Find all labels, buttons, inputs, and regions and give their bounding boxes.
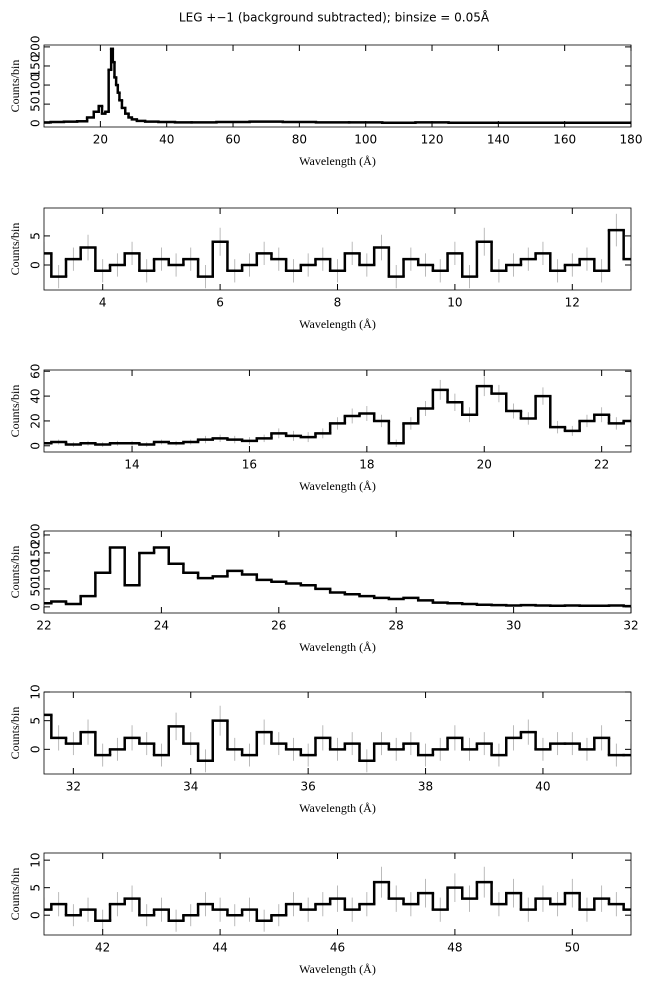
x-tick-label: 48 — [447, 941, 462, 955]
x-tick-label: 30 — [506, 619, 521, 633]
y-tick-label: 0 — [29, 119, 43, 127]
plot-frame — [43, 369, 632, 453]
x-tick-label: 22 — [36, 619, 51, 633]
y-tick-label: 0 — [29, 746, 43, 754]
plot-frame — [43, 44, 632, 128]
x-tick-label: 140 — [487, 133, 510, 147]
x-tick-label: 16 — [242, 458, 257, 472]
x-tick-label: 32 — [66, 780, 81, 794]
x-tick-label: 80 — [292, 133, 307, 147]
x-tick-label: 20 — [93, 133, 108, 147]
plot-area — [44, 213, 631, 289]
y-tick-label: 60 — [29, 364, 43, 379]
y-tick-label: 100 — [29, 559, 43, 582]
x-tick-label: 14 — [124, 458, 139, 472]
y-tick-label: 10 — [29, 853, 43, 868]
y-tick-label: 0 — [29, 442, 43, 450]
x-axis-label: Wavelength (Å) — [299, 962, 376, 976]
y-tick-label: 100 — [29, 74, 43, 97]
x-tick-label: 50 — [565, 941, 580, 955]
plot-frame — [43, 530, 632, 614]
x-tick-label: 160 — [553, 133, 576, 147]
plot-frame — [43, 691, 632, 775]
x-tick-label: 34 — [183, 780, 198, 794]
y-tick-label: 20 — [29, 413, 43, 428]
y-tick-label: 200 — [29, 524, 43, 547]
x-axis-label: Wavelength (Å) — [299, 640, 376, 654]
plot-area — [44, 47, 631, 125]
x-tick-label: 46 — [330, 941, 345, 955]
y-tick-label: 40 — [29, 388, 43, 403]
x-tick-label: 44 — [212, 941, 227, 955]
x-tick-label: 60 — [225, 133, 240, 147]
x-tick-label: 120 — [421, 133, 444, 147]
x-tick-label: 42 — [95, 941, 110, 955]
y-tick-label: 0 — [29, 603, 43, 611]
y-axis-label: Counts/bin — [8, 868, 22, 921]
x-axis-label: Wavelength (Å) — [299, 479, 376, 493]
x-tick-label: 18 — [359, 458, 374, 472]
y-tick-label: 50 — [29, 96, 43, 111]
y-tick-label: 200 — [29, 35, 43, 58]
x-tick-label: 100 — [354, 133, 377, 147]
plot-area — [44, 546, 631, 608]
y-tick-label: 150 — [29, 55, 43, 78]
x-tick-label: 32 — [623, 619, 638, 633]
x-tick-label: 24 — [154, 619, 169, 633]
y-axis-label: Counts/bin — [8, 385, 22, 438]
chart-title: LEG +−1 (background subtracted); binsize… — [179, 10, 490, 25]
plot-area — [44, 376, 631, 448]
x-tick-label: 40 — [159, 133, 174, 147]
x-tick-label: 12 — [565, 296, 580, 310]
x-tick-label: 6 — [216, 296, 224, 310]
y-tick-label: 5 — [29, 884, 43, 892]
x-axis-label: Wavelength (Å) — [299, 154, 376, 168]
x-tick-label: 10 — [447, 296, 462, 310]
y-tick-label: 10 — [29, 684, 43, 699]
x-axis-label: Wavelength (Å) — [299, 801, 376, 815]
plot-area — [44, 700, 631, 773]
x-tick-label: 180 — [620, 133, 643, 147]
y-tick-label: 50 — [29, 581, 43, 596]
x-tick-label: 38 — [418, 780, 433, 794]
y-axis-label: Counts/bin — [8, 707, 22, 760]
x-tick-label: 36 — [301, 780, 316, 794]
y-tick-label: 5 — [29, 717, 43, 725]
y-tick-label: 0 — [29, 261, 43, 269]
y-axis-label: Counts/bin — [8, 60, 22, 113]
x-tick-label: 22 — [594, 458, 609, 472]
x-tick-label: 8 — [334, 296, 342, 310]
x-tick-label: 4 — [99, 296, 107, 310]
y-axis-label: Counts/bin — [8, 546, 22, 599]
y-tick-label: 0 — [29, 911, 43, 919]
x-tick-label: 26 — [271, 619, 286, 633]
x-tick-label: 40 — [535, 780, 550, 794]
x-tick-label: 20 — [477, 458, 492, 472]
x-tick-label: 28 — [389, 619, 404, 633]
y-axis-label: Counts/bin — [8, 223, 22, 276]
plot-area — [44, 866, 631, 932]
y-tick-label: 5 — [29, 232, 43, 240]
y-tick-label: 150 — [29, 541, 43, 564]
x-axis-label: Wavelength (Å) — [299, 317, 376, 331]
